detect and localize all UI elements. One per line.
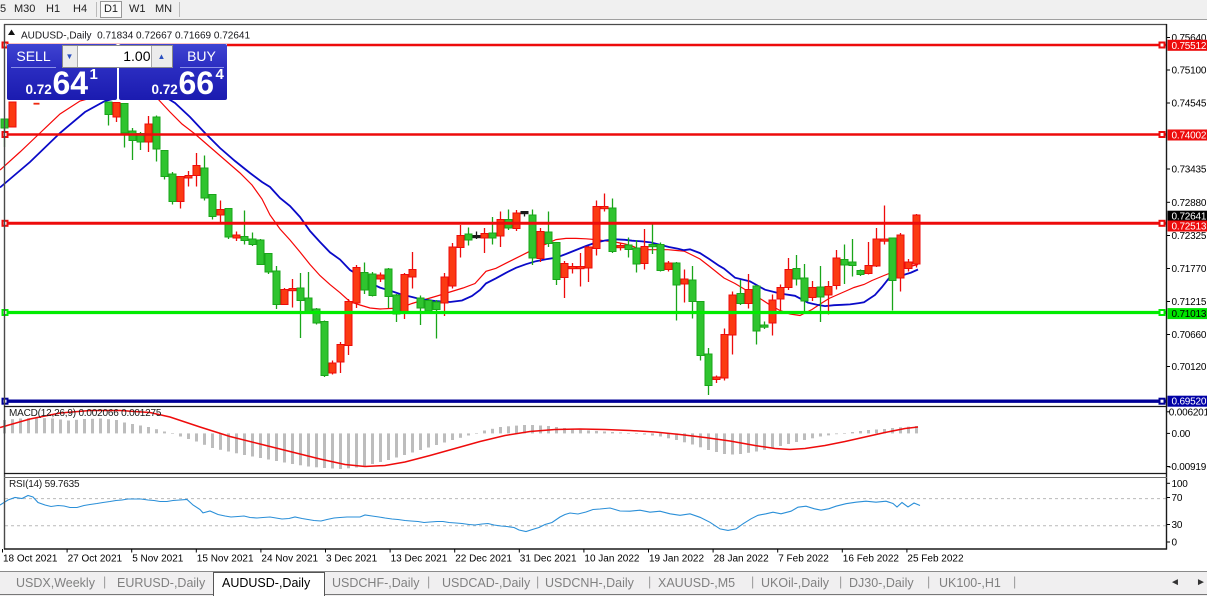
svg-text:70: 70	[1172, 493, 1183, 504]
svg-text:-0.00919: -0.00919	[1168, 462, 1207, 473]
svg-text:MACD(12,26,9) 0.002066 0.00127: MACD(12,26,9) 0.002066 0.001275	[9, 408, 162, 419]
svg-text:3 Dec 2021: 3 Dec 2021	[326, 554, 378, 565]
svg-text:16 Feb 2022: 16 Feb 2022	[843, 554, 900, 565]
svg-text:0.00: 0.00	[1172, 429, 1191, 440]
svg-text:22 Dec 2021: 22 Dec 2021	[455, 554, 512, 565]
svg-text:13 Dec 2021: 13 Dec 2021	[391, 554, 448, 565]
svg-text:24 Nov 2021: 24 Nov 2021	[261, 554, 318, 565]
svg-text:0.72880: 0.72880	[1172, 198, 1207, 209]
svg-text:7 Feb 2022: 7 Feb 2022	[778, 554, 829, 565]
svg-text:0.72325: 0.72325	[1172, 231, 1207, 242]
svg-text:0.75640: 0.75640	[1172, 33, 1207, 44]
svg-text:0.71770: 0.71770	[1172, 264, 1207, 275]
svg-text:0.69520: 0.69520	[1172, 397, 1207, 408]
svg-text:28 Jan 2022: 28 Jan 2022	[714, 554, 769, 565]
svg-text:0.73435: 0.73435	[1172, 165, 1207, 176]
svg-text:27 Oct 2021: 27 Oct 2021	[68, 554, 123, 565]
svg-text:0.74002: 0.74002	[1172, 131, 1207, 142]
svg-text:0.71215: 0.71215	[1172, 297, 1207, 308]
svg-text:0: 0	[1172, 538, 1178, 549]
svg-text:0.006201: 0.006201	[1169, 407, 1207, 418]
svg-text:100: 100	[1172, 479, 1189, 490]
svg-text:0.75100: 0.75100	[1172, 66, 1207, 77]
svg-text:5 Nov 2021: 5 Nov 2021	[132, 554, 184, 565]
svg-text:10 Jan 2022: 10 Jan 2022	[584, 554, 639, 565]
svg-text:0.75512: 0.75512	[1172, 41, 1207, 52]
svg-text:0.72641: 0.72641	[1172, 212, 1207, 223]
svg-text:18 Oct 2021: 18 Oct 2021	[3, 554, 58, 565]
svg-text:0.70120: 0.70120	[1172, 362, 1207, 373]
svg-text:0.74545: 0.74545	[1172, 99, 1207, 110]
svg-text:0.70660: 0.70660	[1172, 330, 1207, 341]
svg-text:RSI(14) 59.7635: RSI(14) 59.7635	[9, 479, 80, 490]
svg-text:31 Dec 2021: 31 Dec 2021	[520, 554, 577, 565]
svg-text:15 Nov 2021: 15 Nov 2021	[197, 554, 254, 565]
svg-text:19 Jan 2022: 19 Jan 2022	[649, 554, 704, 565]
svg-text:25 Feb 2022: 25 Feb 2022	[907, 554, 964, 565]
svg-text:30: 30	[1172, 520, 1183, 531]
svg-text:0.72513: 0.72513	[1172, 222, 1207, 233]
svg-text:0.71013: 0.71013	[1172, 309, 1207, 320]
svg-text:AUDUSD-,Daily 0.71834 0.72667: AUDUSD-,Daily 0.71834 0.72667 0.71669 0.…	[21, 31, 250, 42]
